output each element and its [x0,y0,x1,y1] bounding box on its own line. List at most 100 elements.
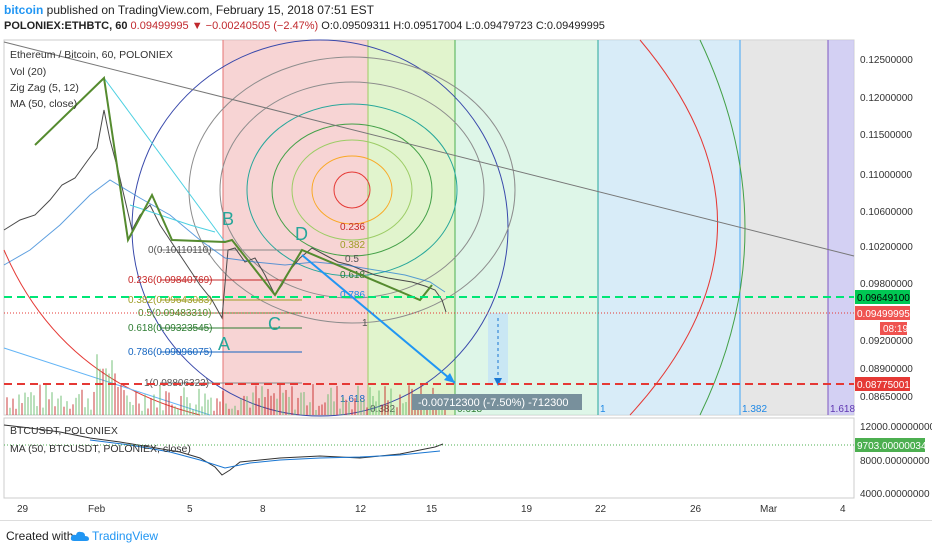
sub-legend[interactable]: BTCUSDT, POLONIEX MA (50, BTCUSDT, POLON… [10,425,191,455]
volume-bar [405,402,407,415]
volume-bar [84,407,86,415]
volume-bar [360,399,362,415]
volume-bar [384,386,386,415]
volume-bar [228,408,230,415]
high-value: H:0.09517004 [393,20,463,32]
volume-bar [144,394,146,415]
volume-bar [396,407,398,415]
fib-level-0786: 0.786(0.09096075) [128,347,213,358]
volume-bar [27,397,29,415]
volume-bar [309,402,311,415]
main-legend[interactable]: Ethereum / Bitcoin, 60, POLONIEX Vol (20… [10,49,173,110]
volume-bar [36,406,38,415]
volume-bar [21,403,23,415]
symbol-label[interactable]: POLONIEX:ETHBTC, 60 [4,20,128,32]
price-tick: 0.10600000 [860,207,913,218]
price-tick: 0.09200000 [860,336,913,347]
volume-bar [183,387,185,415]
volume-bar [30,392,32,415]
sub-legend-ma[interactable]: MA (50, BTCUSDT, POLONIEX, close) [10,443,191,455]
volume-bar [126,395,128,415]
volume-bar [195,404,197,415]
legend-zigzag[interactable]: Zig Zag (5, 12) [10,82,79,94]
legend-ma[interactable]: MA (50, close) [10,98,77,110]
volume-bar [138,403,140,415]
volume-bar [354,398,356,415]
volume-bar [303,392,305,415]
fib-level-0236: 0.236(0.09840769) [128,275,213,286]
volume-bar [342,397,344,415]
volume-bar [87,398,89,415]
volume-bar [177,408,179,415]
publisher-name[interactable]: bitcoin [4,3,44,17]
fib-circle-label: 1 [362,318,368,329]
volume-bar [174,406,176,415]
volume-bar [366,407,368,415]
volume-bar [291,386,293,415]
volume-bar [330,387,332,415]
volume-bar [189,403,191,415]
volume-bar [120,385,122,415]
volume-bar [399,394,401,415]
volume-bar [378,390,380,415]
volume-bar [204,393,206,415]
volume-bar [306,405,308,415]
volume-bar [375,401,377,415]
projection-arrowhead [444,373,455,383]
price-tick: 0.08900000 [860,364,913,375]
projection-arrow[interactable] [301,254,456,384]
volume-bar [39,384,41,415]
volume-bar [102,368,104,415]
published-text: published on TradingView.com, February 1… [43,3,374,17]
volume-bar [213,410,215,415]
fib-circle-label: 0.236 [340,222,365,233]
volume-bar [207,399,209,415]
measure-label-bg [412,394,582,410]
ohlc-line: POLONIEX:ETHBTC, 60 0.09499995 ▼ −0.0024… [4,20,605,32]
legend-vol[interactable]: Vol (20) [10,66,46,78]
last-price: 0.09499995 [130,20,189,32]
fib-arc-red [629,39,718,416]
volume-bar [78,394,80,415]
close-value: C:0.09499995 [535,20,605,32]
volume-bar [171,404,173,415]
fib-circles [188,56,516,324]
fib-level-05: 0.5(0.09483310) [138,308,211,319]
volume-bar [240,398,242,415]
fib-time-label-1618: 1.618 [830,404,855,415]
chart-canvas[interactable]: 1.618 0.382 0.618 1 1.382 1.618 0.236 0.… [0,0,932,520]
volume-bar [225,403,227,415]
price-tick: 0.12500000 [860,55,913,66]
volume-bar [108,373,110,415]
time-tick: 15 [426,504,438,515]
volume-bar [417,407,419,415]
chart-header: bitcoin published on TradingView.com, Fe… [0,0,932,36]
fib-circle-labels: 0.236 0.382 0.5 0.618 0.786 1 [340,222,368,329]
volume-bar [150,398,152,415]
point-a-label: A [218,334,230,354]
volume-bar [276,398,278,415]
volume-bar [15,408,17,415]
tradingview-link[interactable]: TradingView [92,529,159,543]
time-tick: 26 [690,504,702,515]
volume-bar [372,395,374,415]
volume-bar [75,397,77,415]
fib-level-0618: 0.618(0.09323545) [128,323,213,334]
volume-bar [24,392,26,415]
left-arc [3,249,201,416]
volume-bar [381,404,383,415]
price-axis: 0.12500000 0.12000000 0.11500000 0.11000… [860,55,913,403]
low-value: L:0.09479723 [465,20,533,32]
fib-time-zones [222,40,854,415]
time-tick: 22 [595,504,607,515]
volume-bar [201,406,203,415]
volume-bar [141,410,143,415]
volume-bar [63,406,65,415]
fib-circle-label: 0.382 [340,240,365,251]
price-tick: 0.11000000 [860,170,913,181]
time-tick: 8 [260,504,266,515]
volume-bar [219,401,221,415]
volume-bar [57,398,59,415]
volume-bar [216,398,218,415]
fib-circle-label: 0.618 [340,270,365,281]
